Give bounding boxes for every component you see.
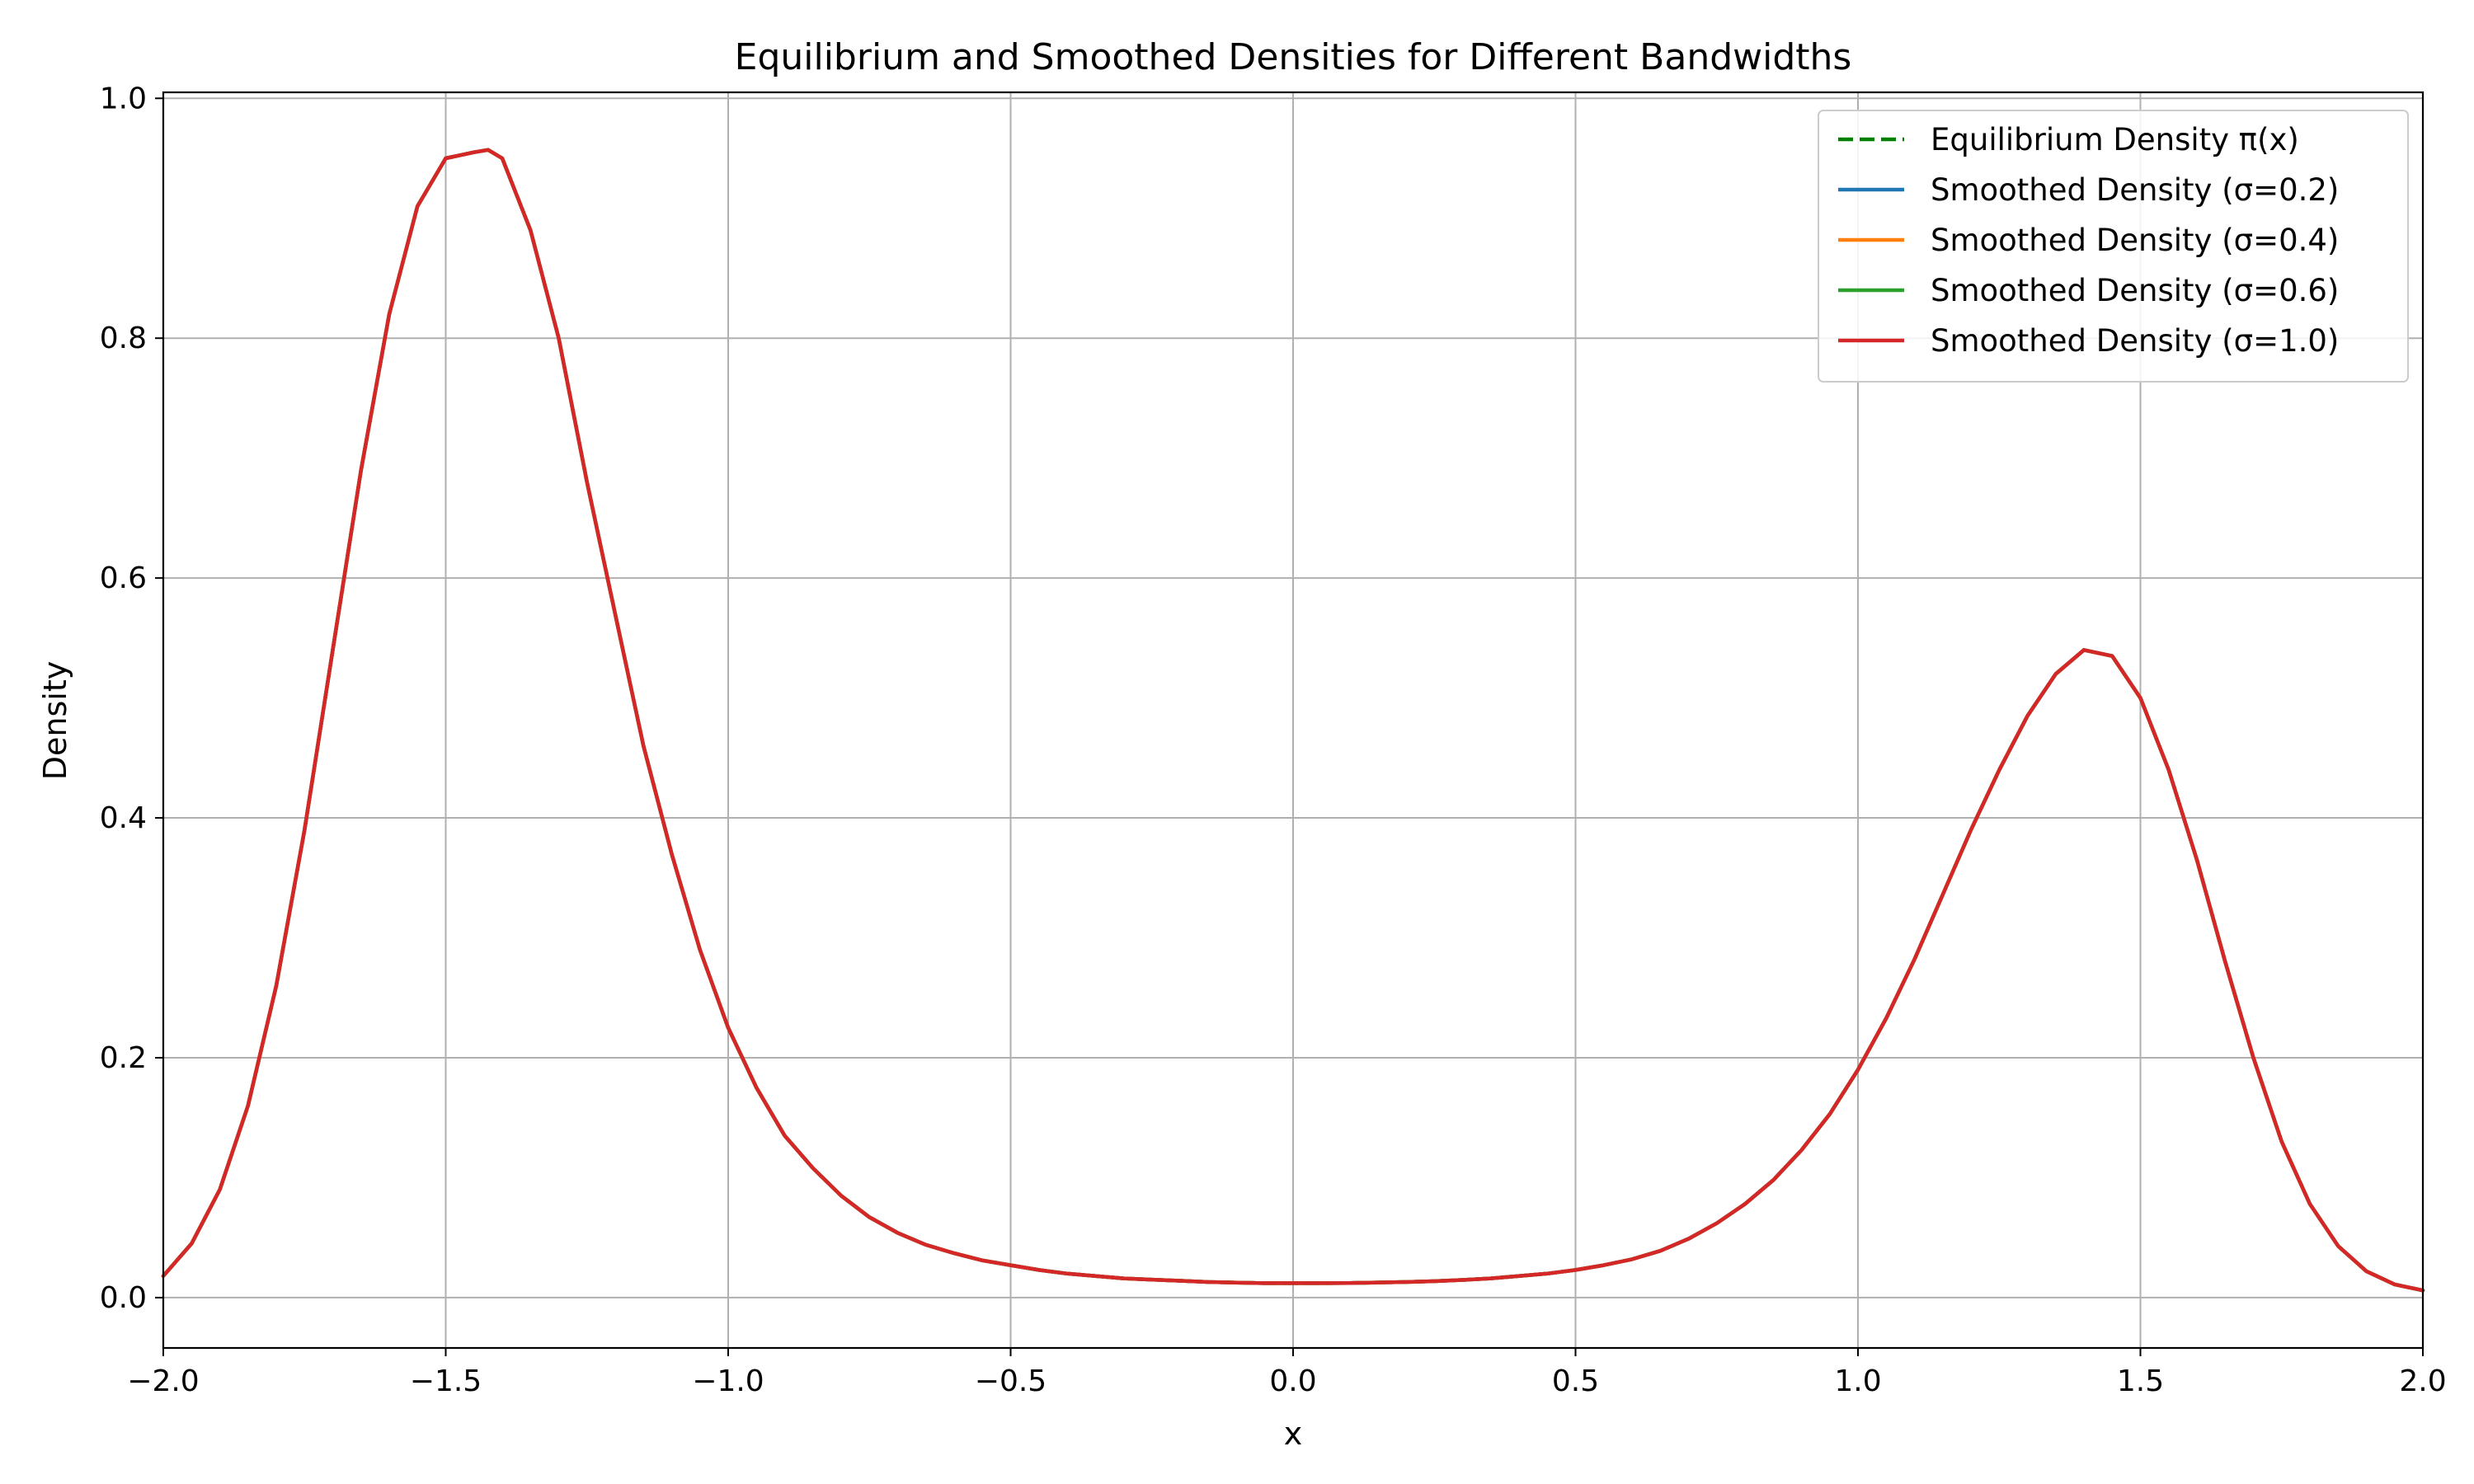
y-tick-label: 0.0 [100, 1281, 147, 1315]
chart-title: Equilibrium and Smoothed Densities for D… [735, 36, 1852, 78]
x-tick-label: 0.0 [1269, 1364, 1316, 1398]
x-tick-label: −0.5 [975, 1364, 1047, 1398]
x-axis-label: x [1284, 1416, 1303, 1452]
y-tick-label: 0.8 [100, 322, 147, 355]
legend-label-1: Smoothed Density (σ=0.2) [1931, 172, 2339, 208]
legend-label-2: Smoothed Density (σ=0.4) [1931, 223, 2339, 258]
x-tick-label: 1.5 [2117, 1364, 2164, 1398]
y-axis-label: Density [37, 661, 73, 780]
y-tick-label: 0.4 [100, 801, 147, 835]
legend-box [1818, 110, 2409, 383]
legend-label-4: Smoothed Density (σ=1.0) [1931, 323, 2339, 359]
series-line-4 [161, 148, 2425, 1293]
legend-label-0: Equilibrium Density π(x) [1931, 122, 2299, 157]
legend-label-3: Smoothed Density (σ=0.6) [1931, 273, 2339, 308]
x-tick-label: 1.0 [1834, 1364, 1881, 1398]
legend: Equilibrium Density π(x) Smoothed Density… [1818, 110, 2409, 383]
y-tick-label: 0.2 [100, 1041, 147, 1075]
x-tick-label: 0.5 [1552, 1364, 1599, 1398]
x-tick-label: 2.0 [2399, 1364, 2446, 1398]
series-lines [161, 148, 2425, 1293]
x-tick-label: −1.0 [692, 1364, 764, 1398]
y-axis-ticks: 0.0 0.2 0.4 0.6 0.8 1.0 [100, 82, 163, 1315]
y-tick-label: 1.0 [100, 82, 147, 115]
x-tick-label: −1.5 [410, 1364, 482, 1398]
x-tick-label: −2.0 [127, 1364, 199, 1398]
x-axis-ticks: −2.0 −1.5 −1.0 −0.5 0.0 0.5 1.0 1.5 2.0 [127, 1348, 2447, 1398]
y-tick-label: 0.6 [100, 561, 147, 595]
